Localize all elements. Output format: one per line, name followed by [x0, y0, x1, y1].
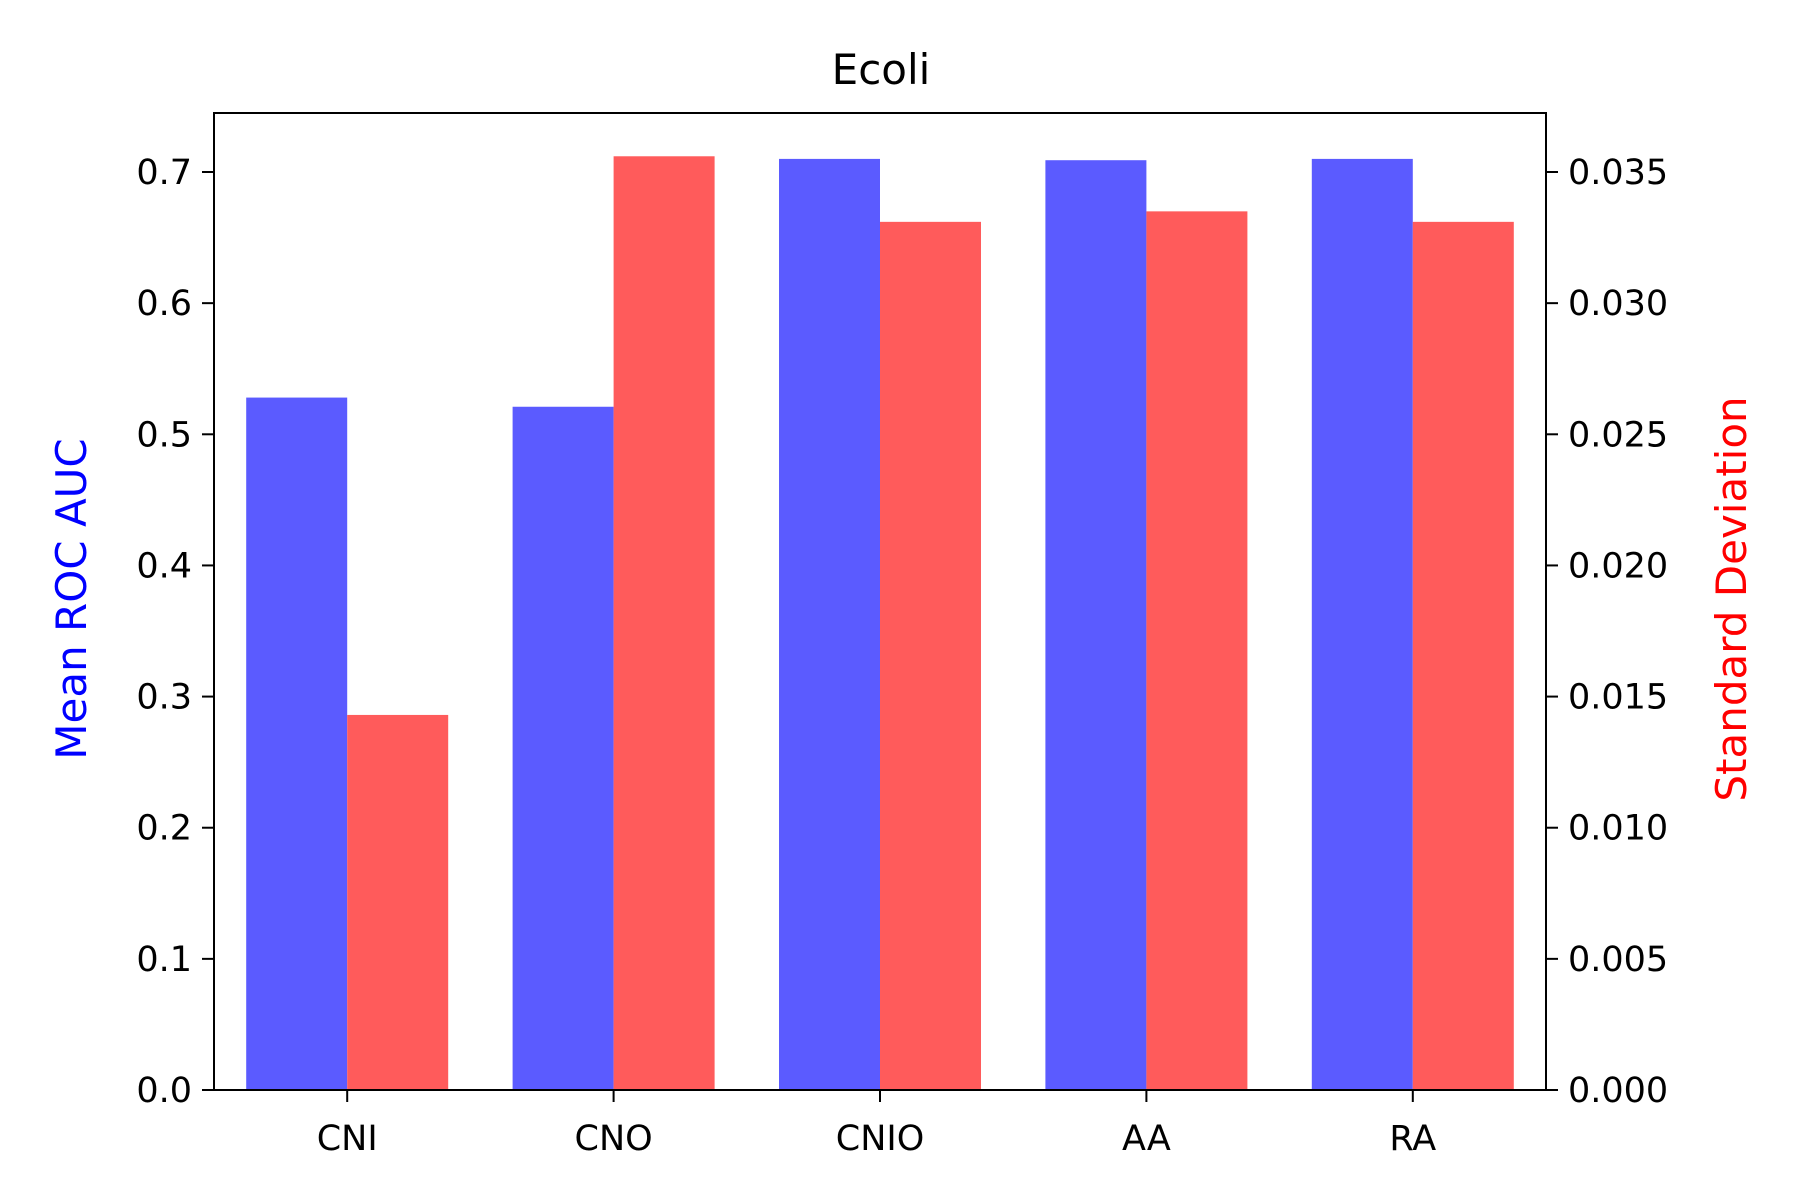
x-tick-label: RA [1389, 1119, 1436, 1159]
bar-std-cni [347, 714, 449, 1090]
right-tick-label: 0.025 [1568, 415, 1668, 455]
bar-std-cnio [880, 221, 981, 1090]
bar-std-cno [613, 156, 715, 1091]
chart-title: Ecoli [832, 45, 931, 94]
axes-group: 0.0 0.1 0.2 0.3 0.4 0.5 0.6 0.7 0.000 0.005 0.010 0… [136, 112, 1668, 1159]
left-tick-label: 0.1 [136, 940, 192, 980]
bar-std-ra [1412, 221, 1514, 1090]
x-tick-label: AA [1122, 1119, 1171, 1159]
left-tick-label: 0.6 [136, 284, 192, 324]
bar-mean-cni [246, 397, 348, 1091]
right-tick-label: 0.035 [1568, 153, 1668, 193]
left-axis-label: Mean ROC AUC [47, 438, 96, 760]
right-tick-label: 0.030 [1568, 284, 1668, 324]
left-tick-label: 0.3 [136, 678, 192, 718]
bar-mean-aa [1045, 160, 1147, 1090]
x-tick-label: CNO [575, 1119, 653, 1159]
x-tick-label: CNI [317, 1119, 378, 1159]
right-axis-label: Standard Deviation [1707, 396, 1756, 801]
right-tick-label: 0.005 [1568, 940, 1668, 980]
bar-mean-cno [512, 406, 614, 1090]
bar-std-aa [1146, 211, 1248, 1090]
right-tick-label: 0.000 [1568, 1071, 1668, 1111]
right-tick-label: 0.020 [1568, 546, 1668, 586]
bar-mean-ra [1311, 158, 1413, 1091]
left-tick-label: 0.5 [136, 415, 192, 455]
bars-group [246, 156, 1514, 1091]
bar-mean-cnio [779, 158, 880, 1091]
left-tick-label: 0.7 [136, 153, 192, 193]
right-tick-label: 0.010 [1568, 809, 1668, 849]
x-tick-label: CNIO [836, 1119, 925, 1159]
right-tick-label: 0.015 [1568, 678, 1668, 718]
left-tick-label: 0.2 [136, 809, 192, 849]
left-tick-label: 0.4 [136, 546, 192, 586]
left-tick-label: 0.0 [136, 1071, 192, 1111]
